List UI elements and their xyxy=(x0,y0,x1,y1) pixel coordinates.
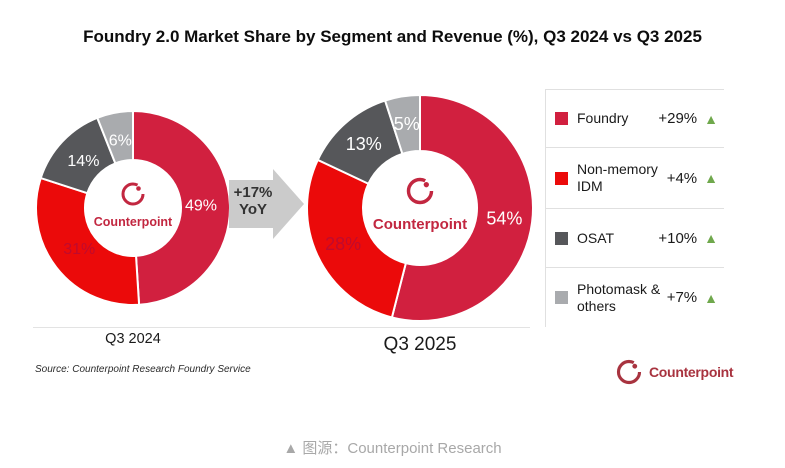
donut-segment-photomask-others xyxy=(383,93,421,156)
legend-label: Foundry xyxy=(577,110,629,126)
logo-dot xyxy=(136,186,141,191)
growth-period: YoY xyxy=(238,201,268,218)
image-source-caption: ▲ 图源：Counterpoint Research xyxy=(283,440,502,457)
legend-change-value: +4% xyxy=(666,169,698,187)
donut-segment-photomask-others xyxy=(95,109,134,165)
growth-arrow xyxy=(229,169,304,239)
donut-chart-q3-2024: 49% 31% 14% 6% Counterpoint xyxy=(35,109,232,306)
segment-value-label: 14% xyxy=(67,153,99,170)
donut-segment-non-memory-idm xyxy=(35,176,141,306)
segment-value-label: 6% xyxy=(109,133,132,150)
segment-value-label: 31% xyxy=(63,241,95,258)
legend-change-value: +29% xyxy=(658,110,698,127)
legend: Foundry +29% ▲ Non-memory IDM +4% ▲ OSAT +10% ▲ P… xyxy=(545,89,724,327)
legend-label: Non-memory IDM xyxy=(577,161,658,194)
legend-change-value: +7% xyxy=(666,289,698,306)
baseline-divider xyxy=(33,327,530,328)
legend-item-foundry: Foundry +29% ▲ xyxy=(546,89,724,147)
trend-up-icon: ▲ xyxy=(704,110,718,127)
legend-swatch xyxy=(555,291,568,304)
segment-value-label: 28% xyxy=(325,234,361,254)
chart-label-q3-2025: Q3 2025 xyxy=(383,334,457,355)
logo-ring xyxy=(406,177,434,205)
source-note: Source: Counterpoint Research Foundry Se… xyxy=(35,364,251,375)
donut-center-wordmark: Counterpoint xyxy=(373,216,467,233)
trend-up-icon: ▲ xyxy=(704,289,718,306)
segment-value-label: 49% xyxy=(185,197,217,214)
donut-segment-foundry xyxy=(390,93,534,322)
legend-swatch xyxy=(555,171,568,185)
logo-ring xyxy=(616,359,642,385)
legend-change-value: +10% xyxy=(658,229,698,247)
chart-label-q3-2024: Q3 2024 xyxy=(105,331,161,347)
growth-arrow-label: +17% YoY xyxy=(230,184,276,218)
logo-dot xyxy=(632,363,638,369)
legend-item-photomask-others: Photomask & others +7% ▲ xyxy=(546,267,724,327)
legend-item-osat: OSAT +10% ▲ xyxy=(546,208,724,267)
legend-swatch xyxy=(555,231,568,245)
segment-value-label: 5% xyxy=(394,114,420,134)
logo-dot xyxy=(423,182,429,188)
chart-title: Foundry 2.0 Market Share by Segment and … xyxy=(83,27,702,46)
trend-up-icon: ▲ xyxy=(704,170,718,186)
segment-value-label: 54% xyxy=(486,209,522,229)
logo-ring xyxy=(121,182,145,206)
growth-arrow-shape xyxy=(229,169,304,239)
segment-value-label: 13% xyxy=(346,134,382,154)
legend-label: OSAT xyxy=(577,229,615,246)
trend-up-icon: ▲ xyxy=(704,230,718,246)
donut-chart-q3-2025: 54% 28% 13% 5% Counterpoint xyxy=(306,93,534,322)
counterpoint-wordmark: Counterpoint xyxy=(649,364,734,380)
donut-segment-non-memory-idm xyxy=(306,158,408,319)
growth-value: +17% xyxy=(233,184,273,201)
donut-segment-foundry xyxy=(132,109,232,306)
legend-item-non-memory-idm: Non-memory IDM +4% ▲ xyxy=(546,147,724,208)
legend-label: Photomask & others xyxy=(577,280,661,314)
donut-center-wordmark: Counterpoint xyxy=(94,215,173,229)
counterpoint-logo: Counterpoint xyxy=(616,359,734,385)
counterpoint-logo-icon xyxy=(616,359,642,385)
legend-swatch xyxy=(555,112,568,125)
